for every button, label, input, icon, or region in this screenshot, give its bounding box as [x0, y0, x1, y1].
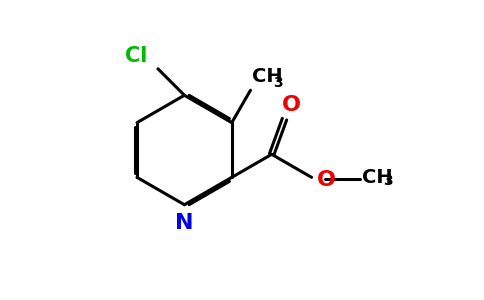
Text: CH: CH — [252, 67, 283, 86]
Text: O: O — [282, 95, 301, 115]
Text: CH: CH — [363, 168, 393, 187]
Text: 3: 3 — [273, 76, 283, 90]
Text: N: N — [175, 213, 194, 233]
Text: Cl: Cl — [125, 46, 148, 66]
Text: O: O — [318, 170, 336, 190]
Text: 3: 3 — [383, 174, 393, 188]
